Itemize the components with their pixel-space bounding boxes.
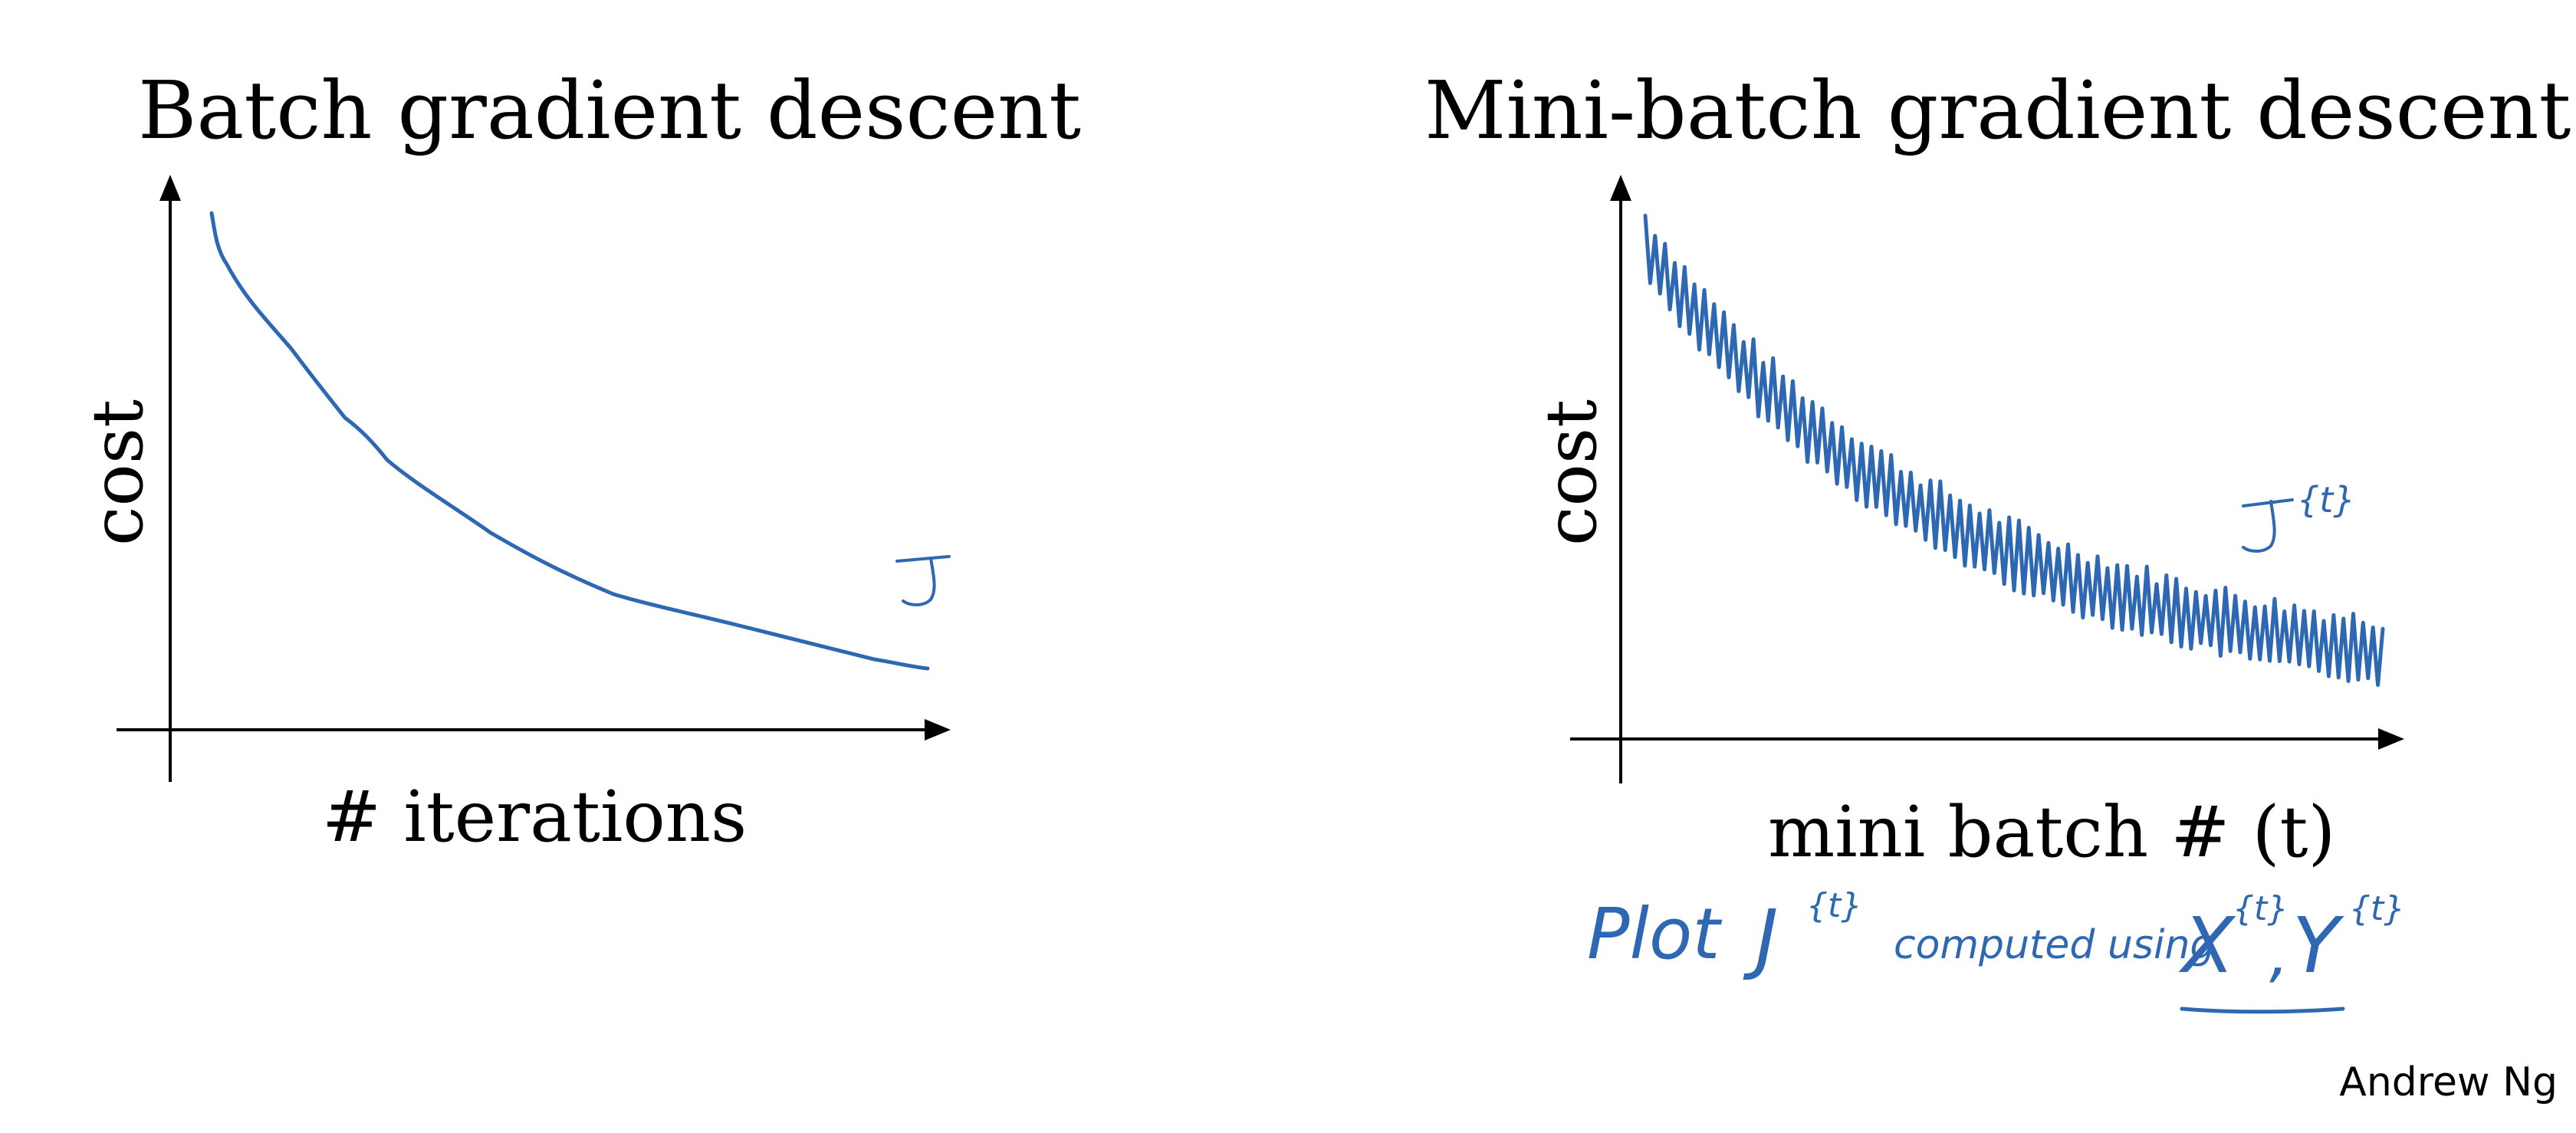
credit: Andrew Ng (2339, 1059, 2558, 1105)
minibatch-xlabel: mini batch # (t) (1768, 791, 2336, 873)
note-j-sup: {t} (1806, 886, 1862, 925)
note-x: X (2178, 901, 2236, 990)
batch-title: Batch gradient descent (138, 64, 1082, 157)
batch-x-arrowhead (925, 719, 951, 741)
minibatch-j-mark (2242, 498, 2294, 553)
note-comma: , (2269, 918, 2288, 990)
note-y: Y (2292, 901, 2344, 990)
note-plot: Plot (1587, 893, 1722, 975)
note-j: J (1743, 893, 1779, 983)
note-y-sup: {t} (2349, 889, 2405, 928)
batch-cost-curve (209, 211, 930, 671)
note-x-sup: {t} (2233, 889, 2288, 928)
batch-j-mark (895, 555, 951, 606)
minibatch-cost-curve (1643, 213, 2385, 687)
minibatch-y-arrowhead (1610, 175, 1631, 201)
note-underline (2180, 1007, 2345, 1014)
batch-xlabel: # iterations (322, 776, 748, 858)
batch-curve-label: J (896, 605, 898, 606)
minibatch-curve-label-sup: {t} (2297, 479, 2356, 521)
batch-y-arrowhead (159, 175, 181, 201)
note-computed: computed using (1894, 922, 2215, 968)
minibatch-title: Mini-batch gradient descent (1424, 64, 2571, 157)
minibatch-x-arrowhead (2378, 728, 2404, 750)
